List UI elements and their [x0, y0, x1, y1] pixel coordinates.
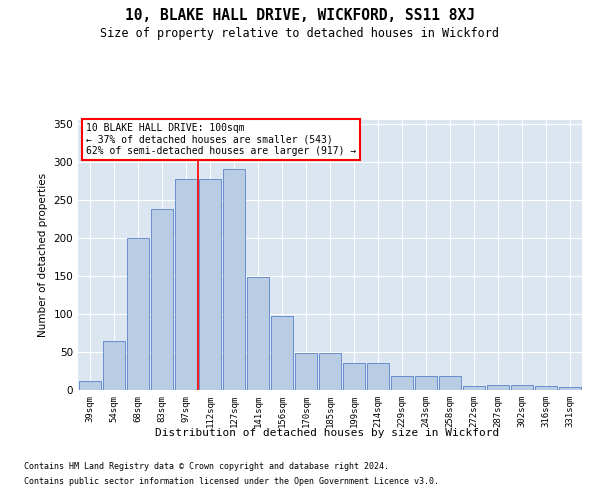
Text: 10 BLAKE HALL DRIVE: 100sqm
← 37% of detached houses are smaller (543)
62% of se: 10 BLAKE HALL DRIVE: 100sqm ← 37% of det…: [86, 122, 356, 156]
Bar: [175, 178, 197, 390]
Bar: [343, 364, 365, 390]
Bar: [391, 376, 413, 390]
Bar: [535, 386, 557, 390]
Bar: [319, 352, 341, 390]
Bar: [79, 381, 101, 390]
Bar: [367, 364, 389, 390]
Bar: [223, 168, 245, 390]
Bar: [439, 376, 461, 390]
Bar: [415, 376, 437, 390]
Bar: [295, 352, 317, 390]
Bar: [559, 387, 581, 390]
Text: Contains HM Land Registry data © Crown copyright and database right 2024.: Contains HM Land Registry data © Crown c…: [24, 462, 389, 471]
Bar: [247, 278, 269, 390]
Bar: [511, 384, 533, 390]
Bar: [487, 384, 509, 390]
Bar: [463, 386, 485, 390]
Text: Size of property relative to detached houses in Wickford: Size of property relative to detached ho…: [101, 28, 499, 40]
Text: Distribution of detached houses by size in Wickford: Distribution of detached houses by size …: [155, 428, 499, 438]
Text: Contains public sector information licensed under the Open Government Licence v3: Contains public sector information licen…: [24, 477, 439, 486]
Bar: [103, 342, 125, 390]
Bar: [271, 316, 293, 390]
Bar: [127, 238, 149, 390]
Y-axis label: Number of detached properties: Number of detached properties: [38, 173, 48, 337]
Bar: [199, 178, 221, 390]
Text: 10, BLAKE HALL DRIVE, WICKFORD, SS11 8XJ: 10, BLAKE HALL DRIVE, WICKFORD, SS11 8XJ: [125, 8, 475, 22]
Bar: [151, 209, 173, 390]
